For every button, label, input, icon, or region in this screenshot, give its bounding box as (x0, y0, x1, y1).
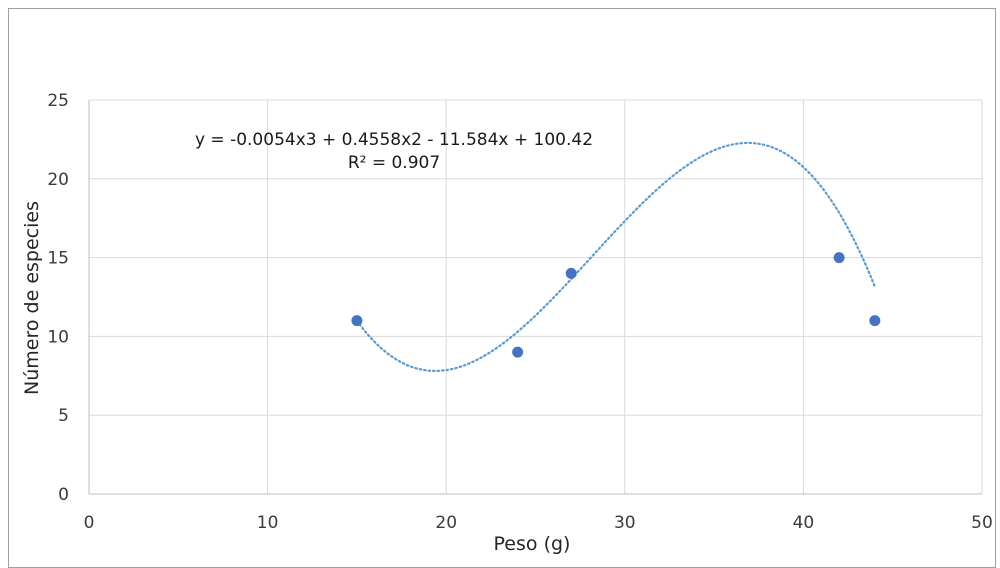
y-tick-label-15: 15 (47, 249, 69, 269)
data-point-1 (351, 315, 363, 327)
y-axis-title: Número de especies (21, 201, 43, 395)
y-tick-label-20: 20 (47, 170, 69, 190)
y-tick-label-10: 10 (47, 327, 69, 347)
trendline-polynomial (355, 141, 876, 373)
chart-frame (8, 8, 996, 568)
x-tick-label-40: 40 (793, 513, 815, 533)
y-tick-label-25: 25 (47, 91, 69, 111)
x-tick-label-30: 30 (614, 513, 636, 533)
x-tick-label-50: 50 (971, 513, 993, 533)
trendline-r-squared: R² = 0.907 (348, 153, 440, 173)
y-tick-label-0: 0 (58, 485, 69, 505)
data-point-3 (565, 267, 577, 279)
x-tick-label-10: 10 (257, 513, 279, 533)
trendline-equation: y = -0.0054x3 + 0.4558x2 - 11.584x + 100… (195, 130, 593, 150)
x-tick-label-0: 0 (84, 513, 95, 533)
scatter-chart: 0 5 10 15 20 25 0 10 20 30 40 50 y = -0.0054x3 + 0.… (21, 91, 993, 554)
axes (88, 100, 982, 495)
x-tick-label-20: 20 (435, 513, 457, 533)
data-points (351, 252, 881, 358)
tick-labels: 0 5 10 15 20 25 0 10 20 30 40 50 (47, 91, 992, 533)
y-tick-label-5: 5 (58, 406, 69, 426)
data-point-5 (869, 315, 881, 327)
data-point-2 (512, 346, 524, 358)
data-point-4 (833, 252, 845, 264)
x-axis-title: Peso (g) (494, 533, 571, 554)
gridlines (89, 99, 983, 494)
